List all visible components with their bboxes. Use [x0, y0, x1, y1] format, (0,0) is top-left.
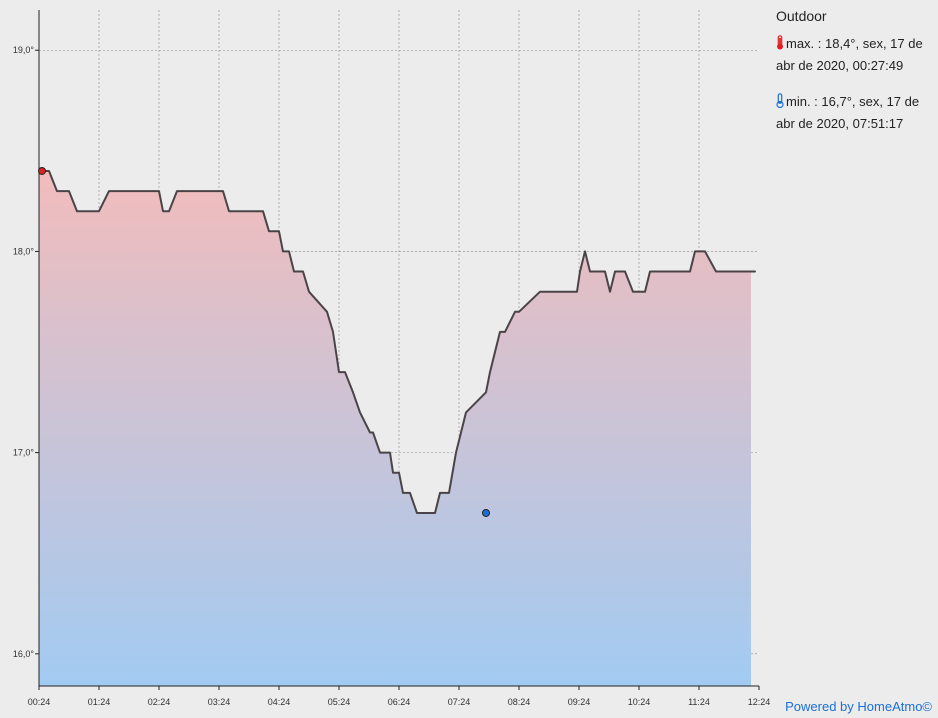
series-line [39, 170, 756, 514]
x-tick-label: 03:24 [208, 697, 231, 707]
sensor-title: Outdoor [776, 8, 827, 24]
x-tick-label: 01:24 [88, 697, 111, 707]
temperature-line [39, 170, 756, 514]
max-text: max. : 18,4°, sex, 17 de abr de 2020, 00… [776, 36, 923, 73]
x-tick-label: 08:24 [508, 697, 531, 707]
x-tick-label: 05:24 [328, 697, 351, 707]
temperature-chart: 00:24 01:24 02:24 03:24 04:24 05:24 06:24 07:24… [13, 10, 770, 707]
min-entry: min. : 16,7°, sex, 17 de abr de 2020, 07… [776, 92, 936, 134]
y-tick-label: 19,0° [13, 45, 35, 55]
extreme-markers [38, 166, 490, 517]
max-point-marker [38, 166, 46, 175]
x-tick-label: 10:24 [628, 697, 651, 707]
temperature-area [39, 171, 755, 686]
thermometer-cold-icon [776, 93, 784, 114]
min-point-marker [482, 508, 490, 517]
y-tick-label: 17,0° [13, 448, 35, 458]
x-tick-label: 09:24 [568, 697, 591, 707]
axes [35, 10, 760, 690]
area-fill [39, 171, 755, 686]
thermometer-hot-icon [776, 35, 784, 56]
y-tick-label: 18,0° [13, 246, 35, 256]
max-entry: max. : 18,4°, sex, 17 de abr de 2020, 00… [776, 34, 936, 76]
x-tick-label: 00:24 [28, 697, 51, 707]
x-tick-label: 06:24 [388, 697, 411, 707]
x-tick-label: 07:24 [448, 697, 471, 707]
tick-labels: 00:24 01:24 02:24 03:24 04:24 05:24 06:24 07:24… [13, 45, 770, 707]
powered-by-link[interactable]: Powered by HomeAtmo© [785, 699, 932, 714]
legend-panel: Outdoor max. : 18,4°, sex, 17 de abr de … [776, 6, 936, 150]
min-text: min. : 16,7°, sex, 17 de abr de 2020, 07… [776, 94, 920, 131]
x-tick-label: 04:24 [268, 697, 291, 707]
x-tick-label: 11:24 [688, 697, 710, 707]
y-tick-label: 16,0° [13, 649, 35, 659]
x-tick-label: 12:24 [748, 697, 770, 707]
x-tick-label: 02:24 [148, 697, 171, 707]
